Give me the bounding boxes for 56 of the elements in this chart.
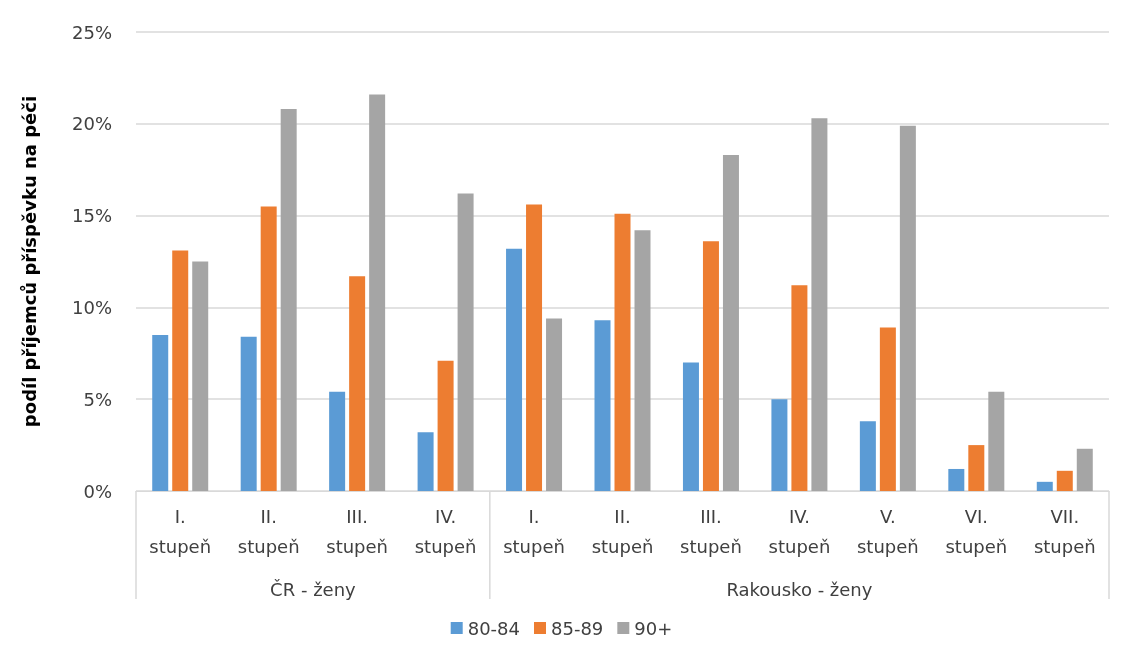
bar [614, 213, 631, 491]
bar [899, 125, 916, 491]
bar [526, 204, 543, 491]
y-tick-label: 20% [71, 113, 112, 135]
x-tick-label: III. stupeň [680, 505, 742, 557]
bar [1036, 481, 1053, 491]
bar [457, 193, 474, 491]
bar [1076, 448, 1093, 491]
bar [417, 432, 434, 491]
bar [280, 109, 297, 491]
x-tick-label: IV. stupeň [414, 505, 477, 557]
bar [988, 391, 1005, 491]
bar [771, 399, 788, 491]
bar [329, 391, 346, 491]
x-tick-label: III. stupeň [326, 505, 389, 557]
legend-label: 85-89 [551, 617, 604, 639]
bar [349, 276, 366, 491]
y-tick-label: 15% [71, 205, 112, 227]
bar [722, 155, 739, 491]
x-tick-label: I. stupeň [503, 505, 565, 557]
bar [879, 327, 896, 491]
bar [260, 206, 277, 491]
bar [1056, 470, 1073, 491]
text: Rakousko - ženy [726, 578, 873, 600]
bar [369, 94, 386, 491]
x-tick-label: VI. stupeň [945, 505, 1008, 557]
bar [859, 421, 876, 491]
bar [811, 118, 828, 491]
legend-label: 80-84 [467, 617, 521, 639]
bar [437, 360, 454, 491]
x-tick-label: I. stupeň [149, 505, 212, 557]
bar [634, 230, 651, 491]
x-tick-label: VII. stupeň [1033, 505, 1096, 557]
text: ČR - ženy [270, 578, 357, 600]
y-tick-label: 25% [71, 21, 112, 43]
bar [702, 241, 719, 491]
bar [968, 445, 985, 491]
bar [791, 285, 808, 491]
bar [546, 318, 563, 491]
y-tick-label: 0% [83, 480, 112, 502]
x-tick-label: II. stupeň [237, 505, 300, 557]
bar [948, 468, 965, 491]
bar [192, 261, 209, 491]
bar [594, 320, 611, 491]
y-axis-title: podíl příjemců příspěvku na péči [18, 95, 40, 428]
x-tick-label: V. stupeň [856, 505, 919, 557]
y-tick-label: 5% [83, 388, 112, 410]
bar [152, 334, 169, 491]
bar [682, 362, 699, 491]
x-tick-label: II. stupeň [591, 505, 654, 557]
bar [172, 250, 189, 491]
legend-label: 90+ [634, 617, 673, 639]
x-tick-label: IV. stupeň [768, 505, 831, 557]
bar [506, 248, 523, 491]
y-tick-label: 10% [71, 296, 112, 318]
bar [240, 336, 257, 491]
